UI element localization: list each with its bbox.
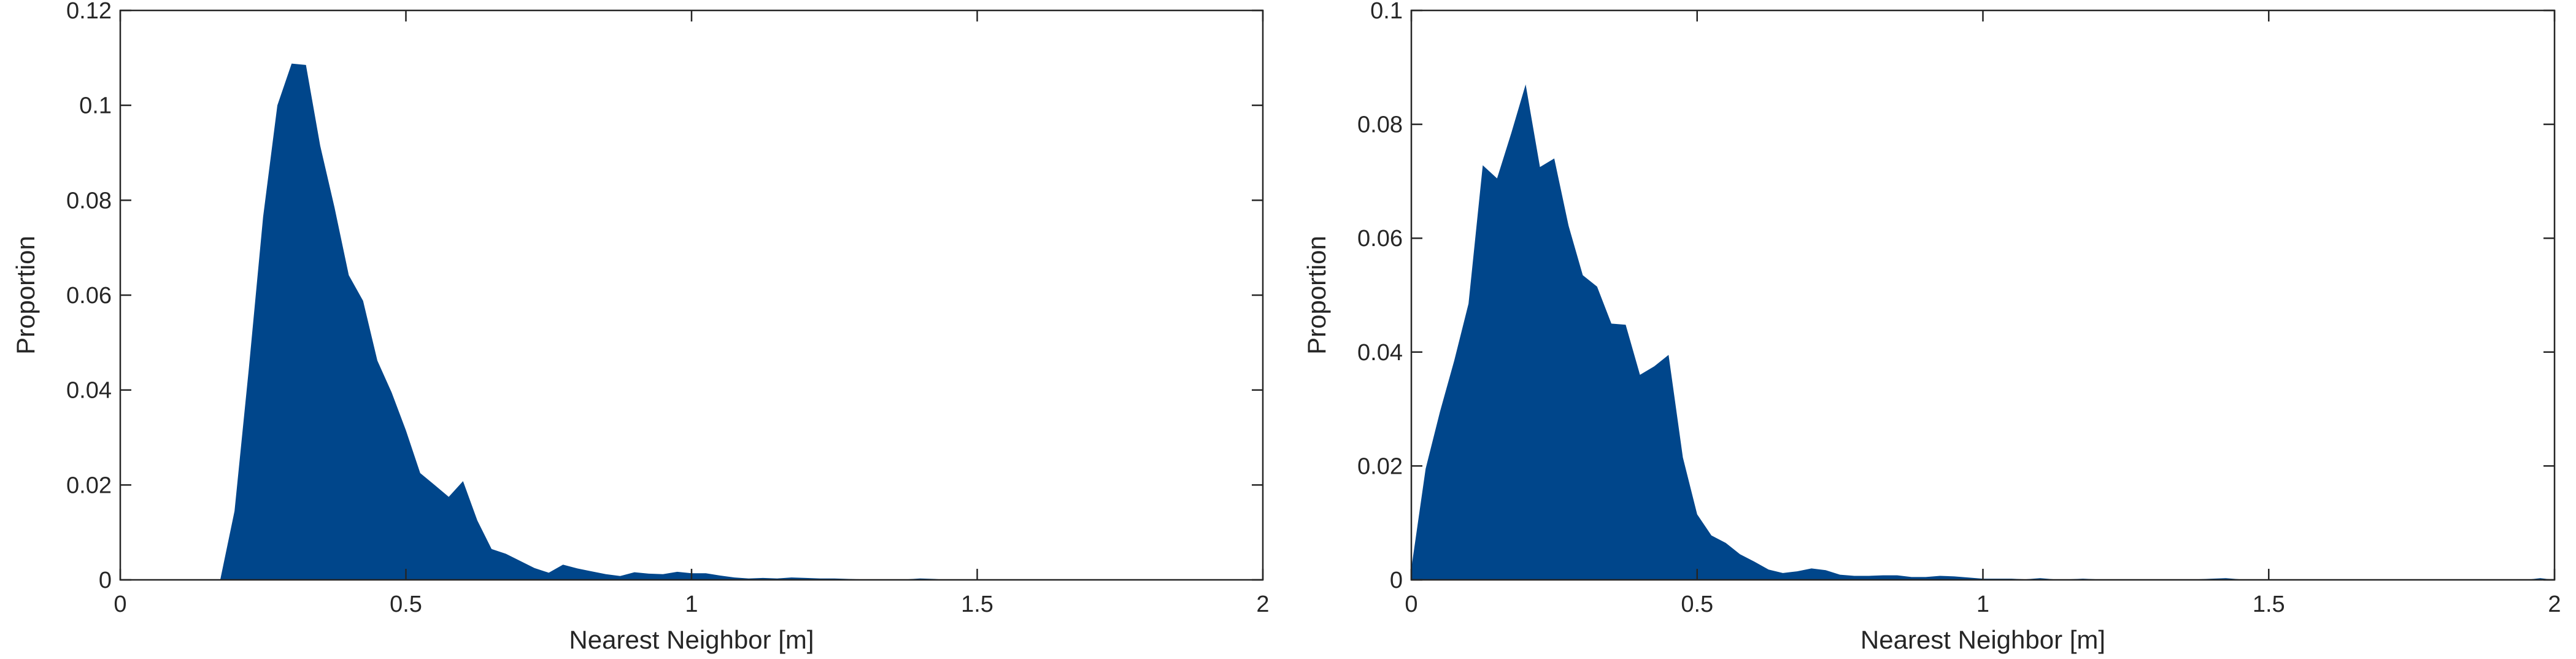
y-tick-label: 0.08 bbox=[66, 188, 112, 214]
y-tick-label: 0.04 bbox=[66, 378, 112, 404]
x-tick-label: 0.5 bbox=[390, 592, 422, 617]
x-tick-label: 1.5 bbox=[961, 592, 993, 617]
y-tick-label: 0 bbox=[99, 568, 112, 593]
x-tick-label: 1.5 bbox=[2253, 592, 2285, 617]
chart-panel-right: 0 0.02 0.04 0.06 0.08 0.1 0 0.5 1 1.5 2 Nearest N… bbox=[1302, 0, 2561, 654]
y-axis-label: Proportion bbox=[1302, 236, 1331, 355]
x-ticks: 0 0.5 1 1.5 2 bbox=[114, 10, 1270, 617]
y-ticks: 0 0.02 0.04 0.06 0.08 0.1 0.12 bbox=[66, 0, 1263, 593]
y-tick-label: 0.02 bbox=[66, 472, 112, 498]
x-tick-label: 2 bbox=[1256, 592, 1269, 617]
y-tick-label: 0.02 bbox=[1357, 453, 1403, 479]
x-tick-label: 2 bbox=[2548, 592, 2561, 617]
x-tick-label: 1 bbox=[1976, 592, 1989, 617]
y-tick-label: 0.06 bbox=[1357, 226, 1403, 252]
area-series bbox=[220, 63, 1263, 580]
y-tick-label: 0.04 bbox=[1357, 340, 1403, 366]
x-tick-label: 0.5 bbox=[1681, 592, 1713, 617]
y-tick-label: 0.1 bbox=[1370, 0, 1403, 24]
y-tick-label: 0.1 bbox=[79, 93, 112, 119]
y-tick-label: 0.08 bbox=[1357, 112, 1403, 138]
area-series bbox=[1411, 84, 2555, 580]
chart-panel-left: 0 0.02 0.04 0.06 0.08 0.1 0.12 0 0.5 1 1.5 2 Neare… bbox=[11, 0, 1270, 654]
y-tick-label: 0 bbox=[1390, 568, 1403, 593]
y-ticks: 0 0.02 0.04 0.06 0.08 0.1 bbox=[1357, 0, 2555, 593]
y-axis-label: Proportion bbox=[11, 236, 40, 355]
x-tick-label: 1 bbox=[685, 592, 698, 617]
x-tick-label: 0 bbox=[114, 592, 126, 617]
x-axis-label: Nearest Neighbor [m] bbox=[569, 625, 814, 654]
y-tick-label: 0.12 bbox=[66, 0, 112, 24]
y-tick-label: 0.06 bbox=[66, 283, 112, 309]
x-axis-label: Nearest Neighbor [m] bbox=[1861, 625, 2105, 654]
x-tick-label: 0 bbox=[1405, 592, 1417, 617]
x-ticks: 0 0.5 1 1.5 2 bbox=[1405, 10, 2561, 617]
